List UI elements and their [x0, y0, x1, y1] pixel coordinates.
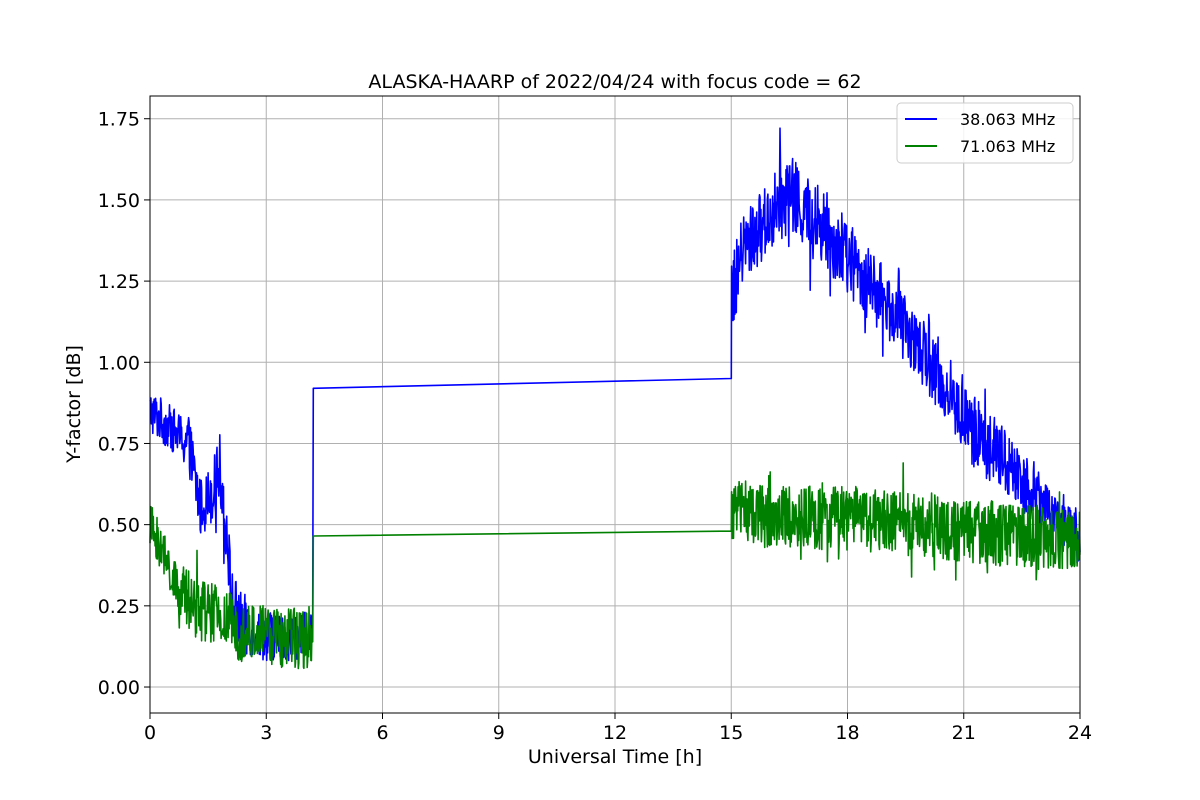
- x-tick-label: 3: [260, 722, 272, 744]
- x-tick-label: 18: [835, 722, 859, 744]
- legend: 38.063 MHz 71.063 MHz: [896, 102, 1074, 164]
- series-line-1: [149, 127, 1081, 662]
- legend-label-1: 38.063 MHz: [960, 110, 1055, 129]
- series-line-2: [149, 462, 1081, 670]
- y-tick-label: 1.75: [98, 109, 140, 131]
- x-tick-label: 6: [376, 722, 388, 744]
- x-tick-label: 15: [719, 722, 743, 744]
- x-tick-label: 12: [603, 722, 627, 744]
- y-tick-label: 1.50: [98, 190, 140, 212]
- legend-box: [896, 102, 1074, 164]
- x-tick-label: 24: [1068, 722, 1092, 744]
- y-tick-label: 0.50: [98, 515, 140, 537]
- x-axis: 0 3 6 9 12 15 18 21 24: [144, 713, 1092, 744]
- y-axis-label: Y-factor [dB]: [63, 345, 85, 464]
- series-layer: [149, 127, 1081, 670]
- y-tick-label: 0.00: [98, 677, 140, 699]
- x-tick-label: 0: [144, 722, 156, 744]
- x-tick-label: 21: [952, 722, 976, 744]
- x-axis-label: Universal Time [h]: [528, 746, 702, 768]
- legend-label-2: 71.063 MHz: [960, 137, 1055, 156]
- y-tick-label: 1.00: [98, 352, 140, 374]
- y-tick-label: 1.25: [98, 271, 140, 293]
- chart-title: ALASKA-HAARP of 2022/04/24 with focus co…: [368, 71, 861, 93]
- plot-area: 0 3 6 9 12 15 18 21 24 0.00 0.25 0.50 0.75 1.00 1.25 1…: [98, 95, 1092, 744]
- x-tick-label: 9: [493, 722, 505, 744]
- y-tick-label: 0.25: [98, 596, 140, 618]
- y-axis: 0.00 0.25 0.50 0.75 1.00 1.25 1.50 1.75: [98, 109, 150, 699]
- y-tick-label: 0.75: [98, 433, 140, 455]
